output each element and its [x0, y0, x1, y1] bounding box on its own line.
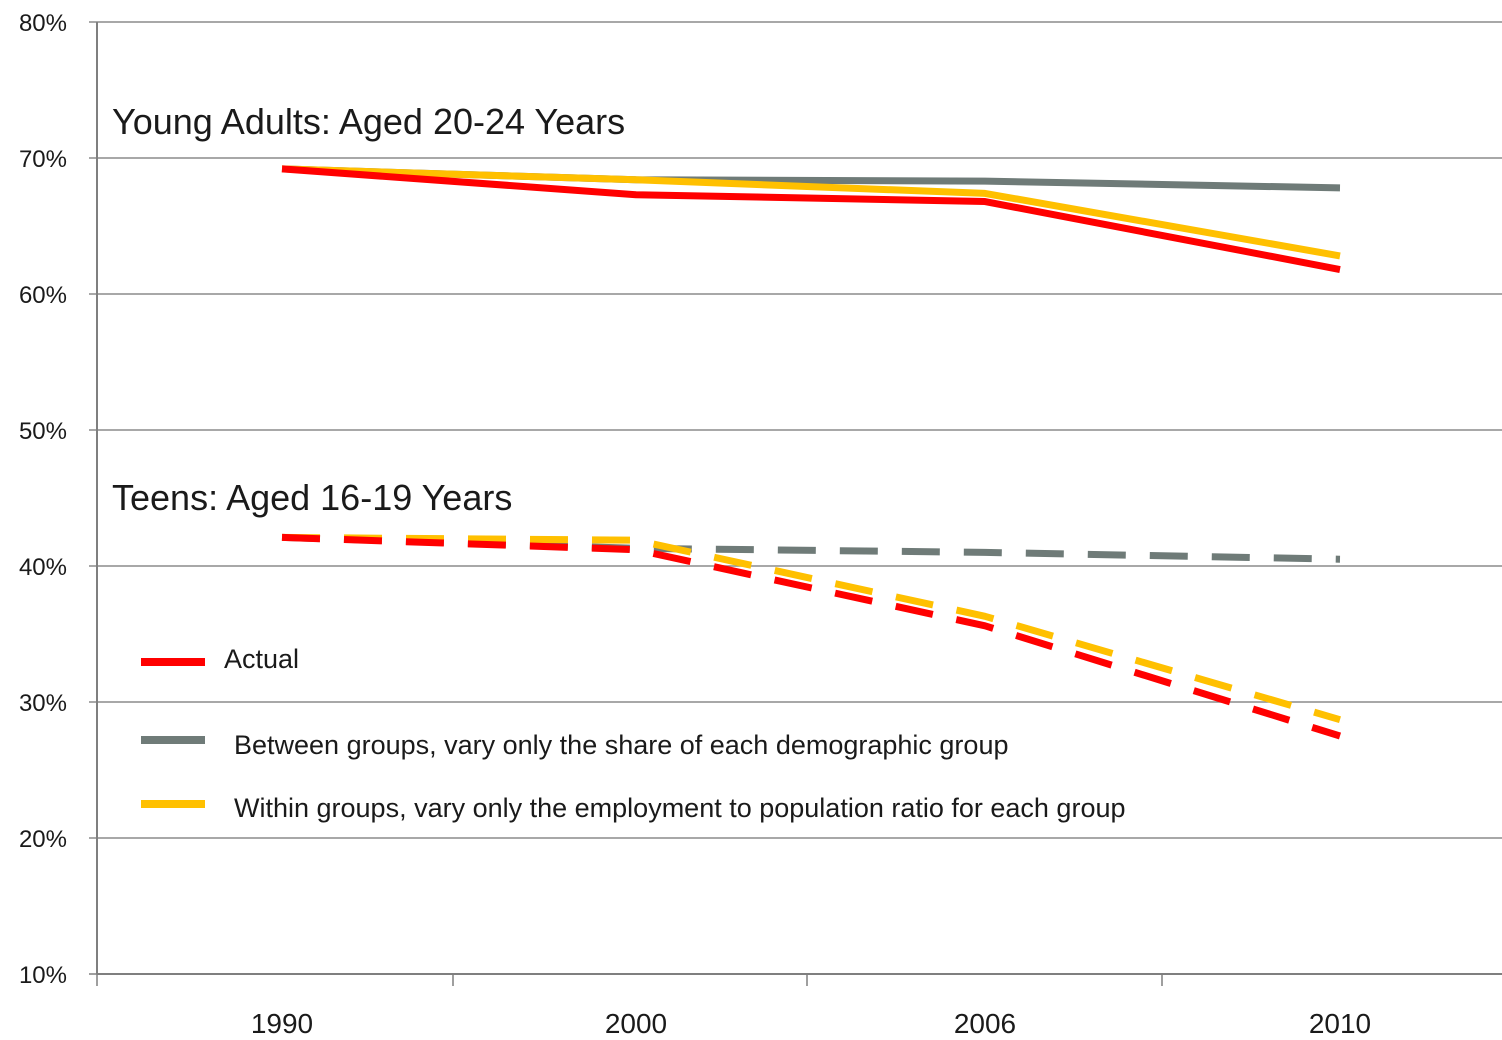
teens-series-line: [281, 533, 1341, 563]
series-lines: [281, 165, 1342, 740]
young-adults-series-line: [281, 165, 1341, 260]
y-tick-label: 30%: [19, 690, 67, 717]
y-tick-label: 40%: [19, 554, 67, 581]
y-tick-label: 60%: [19, 282, 67, 309]
group-labels: Young Adults: Aged 20-24 Years Teens: Age…: [112, 101, 625, 518]
y-tick-labels: 10% 20% 30% 40% 50% 60% 70% 80%: [19, 10, 67, 989]
legend-label: Within groups, vary only the employment …: [234, 793, 1126, 823]
teens-series-line: [281, 533, 1342, 740]
x-tick-labels: 1990 2000 2006 2010: [96, 974, 1371, 1039]
axes: [96, 22, 1502, 975]
y-tick-label: 50%: [19, 418, 67, 445]
y-tick-label: 80%: [19, 10, 67, 37]
x-tick-label: 1990: [251, 1008, 313, 1039]
x-tick-label: 2000: [605, 1008, 667, 1039]
legend-label: Actual: [224, 644, 299, 674]
y-tick-label: 70%: [19, 146, 67, 173]
gridlines: [89, 21, 1502, 975]
y-tick-label: 20%: [19, 826, 67, 853]
legend-label: Between groups, vary only the share of e…: [234, 730, 1008, 760]
group-label: Young Adults: Aged 20-24 Years: [112, 101, 625, 142]
young-adults-series-line: [281, 165, 1341, 273]
teens-series-line: [281, 533, 1341, 724]
x-tick-label: 2010: [1309, 1008, 1371, 1039]
x-tick-label: 2006: [954, 1008, 1016, 1039]
y-tick-label: 10%: [19, 962, 67, 989]
legend: Actual Between groups, vary only the shar…: [141, 644, 1126, 823]
group-label: Teens: Aged 16-19 Years: [112, 477, 512, 518]
